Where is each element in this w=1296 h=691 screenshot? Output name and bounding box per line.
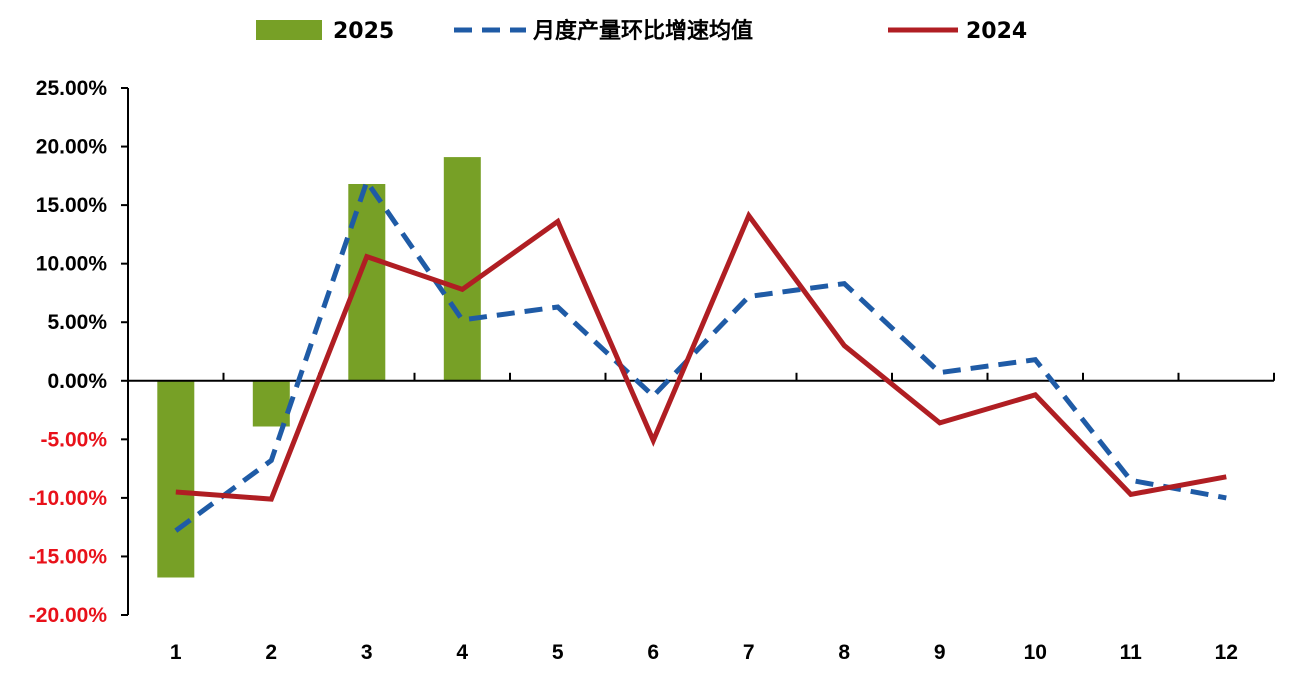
y-tick-label: -5.00% [40,428,107,451]
y-tick-label: 20.00% [36,136,108,159]
y-tick-label: -10.00% [29,487,108,510]
legend-label-2025: 2025 [333,19,394,44]
legend-swatch-2025 [256,20,322,40]
bar-2025-month-4 [443,157,481,381]
y-tick-label: 10.00% [36,253,108,276]
y-tick-label: 25.00% [36,77,108,100]
y-tick-label: 15.00% [36,194,108,217]
line-monthly-average [174,176,1227,533]
y-tick-label: -15.00% [29,545,108,568]
x-tick-label: 4 [456,641,468,664]
x-tick-label: 6 [647,641,659,664]
bar-2025-month-2 [252,380,290,427]
bar-series-2025 [157,157,481,578]
x-tick-label: 10 [1024,641,1047,664]
x-tick-label: 8 [838,641,850,664]
legend-label-average: 月度产量环比增速均值 [532,18,753,44]
y-tick-label: 0.00% [47,370,107,393]
x-tick-label: 11 [1120,641,1143,664]
bar-2025-month-1 [157,380,195,578]
x-tick-label: 7 [743,641,755,664]
x-tick-label: 12 [1215,641,1238,664]
y-tick-label: 5.00% [47,311,107,334]
legend: 2025 月度产量环比增速均值 2024 [256,18,1027,44]
y-axis-tick-labels: 25.00% 20.00% 15.00% 10.00% 5.00% 0.00% -5.00%… [29,77,108,627]
legend-label-2024: 2024 [966,19,1027,44]
x-tick-label: 2 [265,641,277,664]
line-2024 [175,210,1227,502]
y-tick-label: -20.00% [29,604,108,627]
x-tick-label: 3 [361,641,373,664]
x-tick-label: 1 [170,641,182,664]
x-tick-label: 9 [934,641,946,664]
x-axis-tick-labels: 1 2 3 4 5 6 7 8 9 10 11 12 [170,641,1238,664]
line-series [174,176,1227,533]
x-tick-label: 5 [552,641,564,664]
